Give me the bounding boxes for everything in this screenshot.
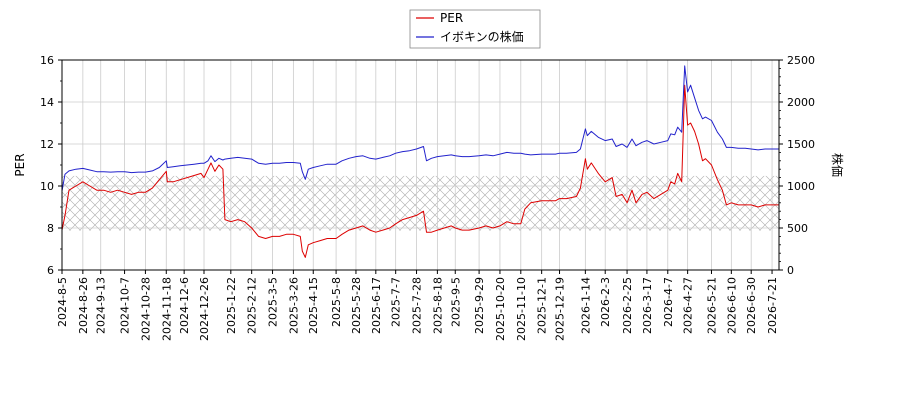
x-tick-label: 2026-1-14 [579, 277, 592, 334]
x-tick-label: 2024-10-7 [119, 277, 132, 334]
left-tick-label: 14 [40, 96, 54, 109]
x-tick-label: 2025-5-28 [350, 277, 363, 334]
x-tick-label: 2025-12-1 [536, 277, 549, 334]
hatched-band [62, 175, 779, 231]
x-tick-label: 2025-3-26 [287, 277, 300, 334]
right-tick-label: 1000 [787, 180, 815, 193]
hatched-band-area [62, 175, 779, 231]
x-tick-label: 2025-4-15 [307, 277, 320, 334]
legend-label-per: PER [440, 11, 463, 25]
left-tick-label: 16 [40, 54, 54, 67]
series-layer [62, 65, 779, 258]
x-tick-label: 2025-7-7 [390, 277, 403, 327]
right-tick-label: 0 [787, 264, 794, 277]
right-axis-label: 株価 [830, 153, 845, 177]
right-tick-label: 500 [787, 222, 808, 235]
x-tick-label: 2025-2-12 [246, 277, 259, 334]
legend: PER イボキンの株価 [409, 9, 541, 49]
x-tick-label: 2026-3-17 [641, 277, 654, 334]
plot-background [62, 60, 779, 270]
x-tick-label: 2025-11-10 [515, 277, 528, 341]
x-tick-label: 2025-9-5 [449, 277, 462, 327]
x-tick-label: 2025-6-17 [370, 277, 383, 334]
x-tick-label: 2026-5-21 [705, 277, 718, 334]
left-tick-label: 12 [40, 138, 54, 151]
x-tick-label: 2024-8-26 [77, 277, 90, 334]
x-tick-label: 2024-8-5 [56, 277, 69, 327]
series-line-per [62, 84, 779, 258]
x-tick-label: 2024-9-13 [95, 277, 108, 334]
axes: 6 8 10 12 14 16 0 500 1000 1500 2000 2500 2024-8-5 20… [40, 54, 815, 341]
x-tick-label: 2026-7-21 [766, 277, 779, 334]
x-tick-label: 2025-1-22 [225, 277, 238, 334]
x-tick-label: 2025-7-28 [411, 277, 424, 334]
x-tick-label: 2026-4-27 [682, 277, 695, 334]
right-tick-label: 2000 [787, 96, 815, 109]
right-tick-label: 1500 [787, 138, 815, 151]
x-tick-label: 2025-5-8 [330, 277, 343, 327]
x-tick-label: 2025-8-18 [431, 277, 444, 334]
series-line-stock-price [62, 65, 779, 192]
x-tick-label: 2025-10-20 [494, 277, 507, 341]
x-tick-label: 2026-6-30 [745, 277, 758, 334]
x-tick-label: 2025-12-19 [554, 277, 567, 341]
x-tick-label: 2025-3-5 [267, 277, 280, 327]
right-tick-label: 2500 [787, 54, 815, 67]
left-axis-label: PER [13, 153, 27, 176]
x-tick-label: 2026-4-7 [662, 277, 675, 327]
x-tick-label: 2025-9-29 [473, 277, 486, 334]
x-tick-label: 2026-6-10 [725, 277, 738, 334]
x-tick-label: 2026-2-3 [599, 277, 612, 327]
x-tick-label: 2024-11-18 [160, 277, 173, 341]
x-tick-label: 2024-12-6 [178, 277, 191, 334]
legend-box [409, 9, 541, 49]
left-tick-label: 8 [47, 222, 54, 235]
left-tick-label: 10 [40, 180, 54, 193]
x-tick-label: 2024-12-26 [198, 277, 211, 341]
x-tick-label: 2024-10-28 [139, 277, 152, 341]
legend-label-price: イボキンの株価 [440, 29, 524, 44]
left-tick-label: 6 [47, 264, 54, 277]
x-tick-label: 2026-2-25 [621, 277, 634, 334]
